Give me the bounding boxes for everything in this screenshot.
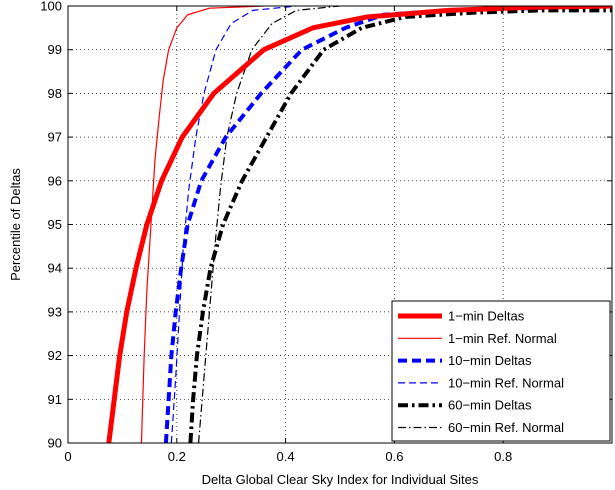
x-tick-label: 0.6 — [385, 449, 403, 464]
y-tick-label: 100 — [40, 0, 62, 14]
series-line-1 — [140, 6, 264, 443]
legend-label-1: 1−min Ref. Normal — [448, 331, 557, 346]
axis-ticks: 0 0.2 0.4 0.6 0.8 90 91 92 93 94 95 96 97 98 99 100 — [40, 0, 612, 464]
legend-label-5: 60−min Ref. Normal — [448, 420, 564, 435]
legend-label-3: 10−min Ref. Normal — [448, 375, 564, 390]
series-line-0 — [106, 6, 612, 443]
x-tick-label: 0.8 — [494, 449, 512, 464]
y-tick-label: 93 — [48, 304, 62, 319]
x-tick-label: 0.4 — [277, 449, 295, 464]
y-tick-label: 98 — [48, 86, 62, 101]
x-axis-label: Delta Global Clear Sky Index for Individ… — [202, 472, 479, 487]
y-tick-label: 91 — [48, 392, 62, 407]
series-layer — [106, 6, 612, 443]
legend-box — [391, 300, 611, 442]
legend-label-0: 1−min Deltas — [448, 309, 525, 324]
y-axis-label: Percentile of Deltas — [8, 168, 23, 281]
series-line-3 — [170, 6, 297, 443]
y-tick-label: 90 — [48, 436, 62, 451]
legend-label-2: 10−min Deltas — [448, 353, 532, 368]
y-tick-label: 95 — [48, 217, 62, 232]
legend-label-4: 60−min Deltas — [448, 398, 532, 413]
x-tick-label: 0.2 — [168, 449, 186, 464]
y-tick-label: 99 — [48, 42, 62, 57]
series-line-4 — [188, 8, 612, 443]
x-tick-label: 0 — [64, 449, 71, 464]
y-tick-label: 96 — [48, 173, 62, 188]
series-line-5 — [197, 6, 341, 443]
y-tick-label: 94 — [48, 261, 62, 276]
legend: 1−min Deltas 1−min Ref. Normal 10−min Delt… — [391, 300, 611, 442]
y-tick-label: 97 — [48, 130, 62, 145]
y-tick-label: 92 — [48, 348, 62, 363]
